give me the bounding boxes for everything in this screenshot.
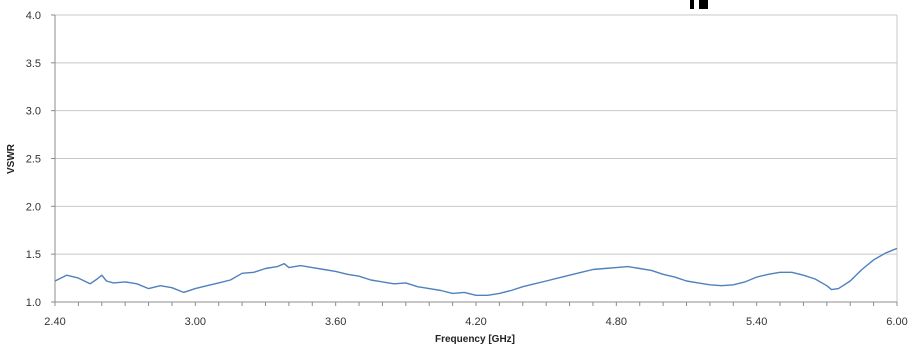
grid-layer [55,14,898,302]
y-tick-label: 3.0 [26,106,41,118]
y-tick-label: 1.0 [26,297,41,309]
x-tick-label: 3.60 [325,316,346,328]
y-tick-label: 2.5 [26,154,41,166]
x-tick-label: 2.40 [44,316,65,328]
y-tick-label: 1.5 [26,249,41,261]
y-tick-label: 4.0 [26,10,41,22]
x-tick-label: 4.20 [465,316,486,328]
axis-layer [51,14,898,306]
series-layer [54,247,898,296]
y-axis-title: VSWR [6,143,17,174]
x-tick-label: 5.40 [746,316,767,328]
vswr-series-line [54,247,898,296]
x-tick-label: 3.00 [185,316,206,328]
cropped-title-fragment [690,0,708,9]
x-tick-label: 6.00 [886,316,907,328]
y-tick-label: 2.0 [26,201,41,213]
y-tick-label: 3.5 [26,58,41,70]
label-layer: 1.0 1.5 2.0 2.5 3.0 3.5 4.0 2.40 3.00 3.60 4.20 4.8… [26,10,908,328]
x-tick-label: 4.80 [606,316,627,328]
x-axis-title: Frequency [GHz] [435,334,515,345]
